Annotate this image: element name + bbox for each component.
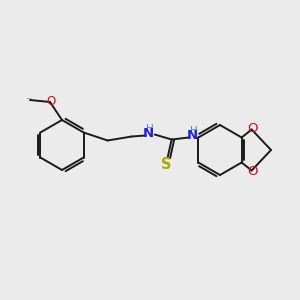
Text: O: O <box>46 95 56 108</box>
Text: methoxy: methoxy <box>27 98 33 99</box>
Text: H: H <box>146 124 154 134</box>
Text: N: N <box>143 127 154 140</box>
Text: S: S <box>161 157 172 172</box>
Text: N: N <box>187 129 198 142</box>
Text: H: H <box>190 127 197 136</box>
Text: O: O <box>248 165 258 178</box>
Text: O: O <box>248 122 258 135</box>
